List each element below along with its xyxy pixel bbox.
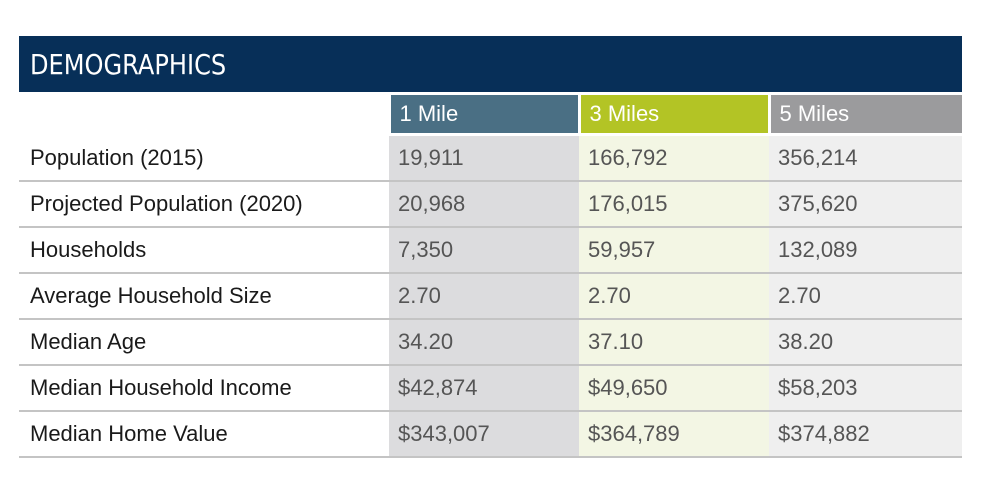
row-label: Households (19, 227, 389, 274)
section-header: DEMOGRAPHICS (19, 36, 962, 92)
row-label: Median Home Value (19, 411, 389, 458)
table-row: Median Home Value $343,007 $364,789 $374… (19, 411, 962, 458)
section-title: DEMOGRAPHICS (30, 47, 227, 81)
demographics-panel: DEMOGRAPHICS 1 Mile 3 Miles 5 Miles Popu… (19, 36, 962, 458)
row-label: Average Household Size (19, 273, 389, 320)
cell-1-mile: 19,911 (389, 134, 579, 182)
table-header-row: 1 Mile 3 Miles 5 Miles (19, 92, 962, 136)
table-row: Average Household Size 2.70 2.70 2.70 (19, 273, 962, 320)
table-row: Median Household Income $42,874 $49,650 … (19, 365, 962, 412)
column-header-1-mile: 1 Mile (387, 92, 579, 136)
cell-3-miles: 166,792 (579, 134, 769, 182)
cell-1-mile: 34.20 (389, 319, 579, 366)
cell-3-miles: $364,789 (579, 411, 769, 458)
header-blank-cell (19, 92, 389, 136)
demographics-table: 1 Mile 3 Miles 5 Miles Population (2015)… (19, 92, 962, 458)
cell-1-mile: $42,874 (389, 365, 579, 412)
cell-1-mile: $343,007 (389, 411, 579, 458)
table-row: Projected Population (2020) 20,968 176,0… (19, 181, 962, 228)
cell-3-miles: $49,650 (579, 365, 769, 412)
cell-5-miles: 2.70 (769, 273, 962, 320)
cell-5-miles: 356,214 (769, 134, 962, 182)
cell-5-miles: $58,203 (769, 365, 962, 412)
row-label: Population (2015) (19, 134, 389, 182)
column-header-3-miles: 3 Miles (577, 92, 769, 136)
cell-5-miles: $374,882 (769, 411, 962, 458)
cell-1-mile: 2.70 (389, 273, 579, 320)
cell-5-miles: 132,089 (769, 227, 962, 274)
table-row: Population (2015) 19,911 166,792 356,214 (19, 134, 962, 182)
row-label: Median Age (19, 319, 389, 366)
table-row: Median Age 34.20 37.10 38.20 (19, 319, 962, 366)
cell-5-miles: 375,620 (769, 181, 962, 228)
cell-5-miles: 38.20 (769, 319, 962, 366)
row-label: Projected Population (2020) (19, 181, 389, 228)
cell-3-miles: 2.70 (579, 273, 769, 320)
cell-1-mile: 20,968 (389, 181, 579, 228)
cell-3-miles: 37.10 (579, 319, 769, 366)
cell-3-miles: 59,957 (579, 227, 769, 274)
cell-3-miles: 176,015 (579, 181, 769, 228)
cell-1-mile: 7,350 (389, 227, 579, 274)
column-header-5-miles: 5 Miles (767, 92, 962, 136)
table-row: Households 7,350 59,957 132,089 (19, 227, 962, 274)
row-label: Median Household Income (19, 365, 389, 412)
